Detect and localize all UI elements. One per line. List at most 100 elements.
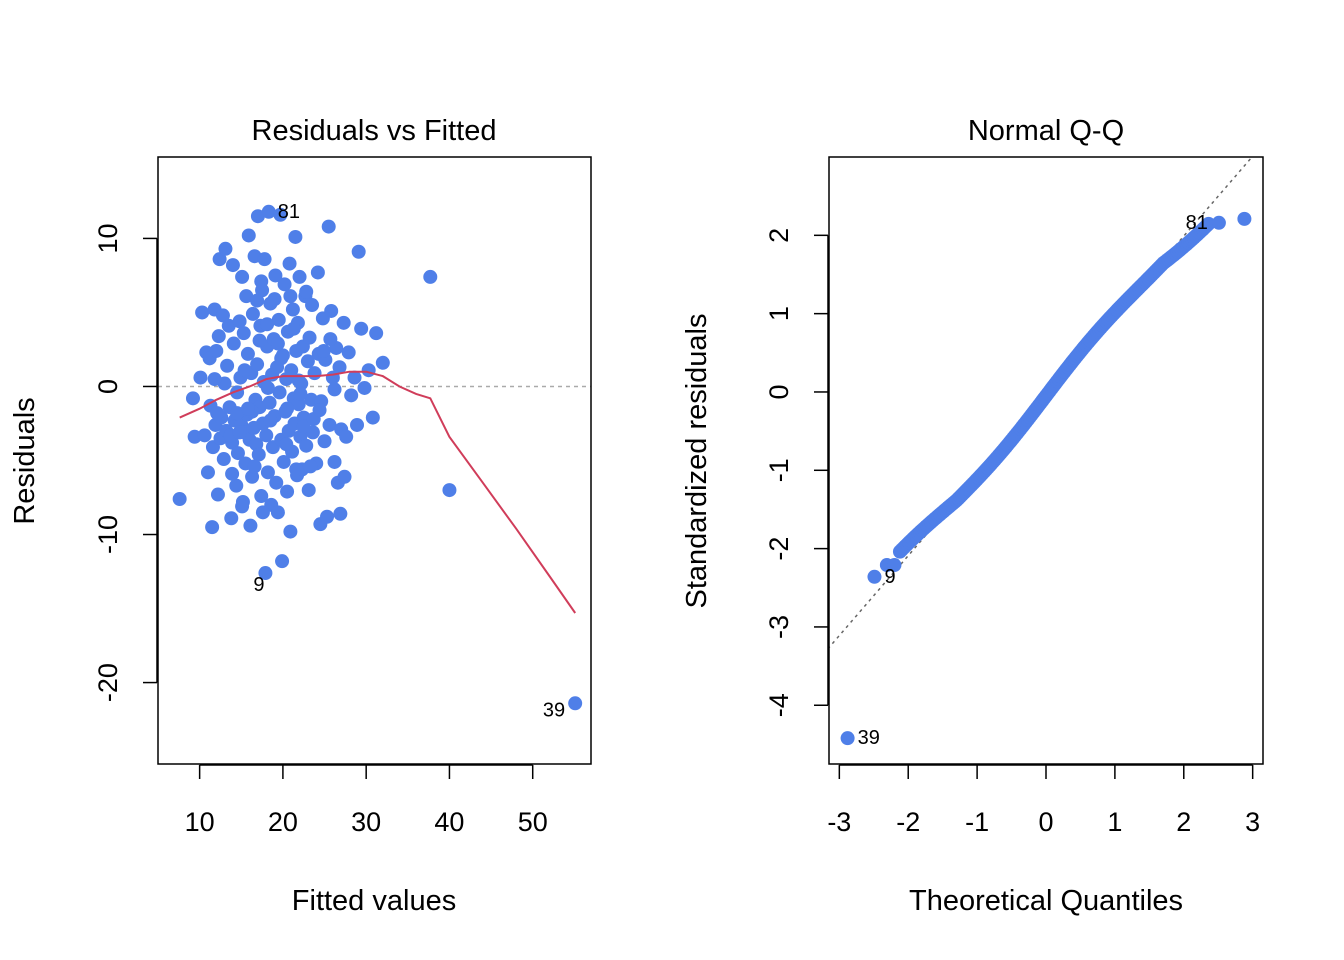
rvf-point [224,511,239,526]
rvf-point [200,465,215,480]
rvf-point [272,385,287,400]
rvf-point [350,417,365,432]
rvf-point [218,241,233,256]
qq-x-tick-label: 1 [1107,807,1122,837]
rvf-point [197,428,212,443]
qq-x-tick-label: -3 [827,807,851,837]
rvf-point [310,265,325,280]
rvf-point [299,284,314,299]
rvf-x-tick-label: 50 [518,807,548,837]
normal-qq-title: Normal Q-Q [968,115,1124,147]
rvf-point [251,447,266,462]
rvf-point [270,505,285,520]
rvf-point [301,483,316,498]
rvf-point [250,293,265,308]
rvf-point [254,489,269,504]
rvf-point [260,317,275,332]
rvf-point-label: 39 [543,699,565,721]
rvf-point [327,454,342,469]
rvf-point [225,466,240,481]
rvf-point [277,277,292,292]
rvf-point [237,363,252,378]
qq-x-tick-label: 3 [1245,807,1260,837]
rvf-point [333,506,348,521]
rvf-point [332,360,347,375]
rvf-point [259,428,274,443]
rvf-point [212,252,227,267]
rvf-point [351,244,366,259]
rvf-point [270,336,285,351]
rvf-point [225,258,240,273]
rvf-point [260,380,275,395]
rvf-point [299,438,314,453]
rvf-point [260,465,275,480]
rvf-point [269,475,284,490]
qq-point-label: 81 [1186,212,1208,234]
rvf-point [243,518,258,533]
rvf-x-tick-label: 20 [268,807,298,837]
rvf-y-tick-label: -20 [93,663,123,702]
rvf-point [245,306,260,321]
rvf-point [232,425,247,440]
rvf-point [215,308,230,323]
residuals-vs-fitted-panel: Residuals vs Fitted Fitted values Residu… [9,115,592,917]
residuals-vs-fitted-ylabel: Residuals [9,397,41,524]
rvf-point [291,397,306,412]
rvf-point [336,315,351,330]
rvf-point [254,274,269,289]
qq-x-tick-label: -2 [896,807,920,837]
rvf-x-tick-label: 10 [185,807,215,837]
rvf-point [262,395,277,410]
qq-y-tick-label: 1 [764,306,794,321]
rvf-point [216,452,231,467]
normal-qq-frame [828,156,1264,765]
rvf-point [193,370,208,385]
rvf-point [337,469,352,484]
qq-y-tick-label: -3 [764,615,794,639]
rvf-point [220,358,235,373]
rvf-point [172,491,187,506]
rvf-point [365,410,380,425]
qq-x-tick-label: 2 [1176,807,1191,837]
rvf-point-label: 81 [278,201,300,223]
rvf-point [235,269,250,284]
rvf-point [240,346,255,361]
rvf-point [221,318,236,333]
rvf-point [276,454,291,469]
rvf-point [274,351,289,366]
rvf-point [296,419,311,434]
rvf-point [347,370,362,385]
qq-point-label: 9 [884,566,895,588]
rvf-point [312,403,327,418]
rvf-point [267,292,282,307]
residuals-vs-fitted-frame [157,156,592,765]
rvf-point [280,401,295,416]
rvf-x-tick-label: 30 [351,807,381,837]
rvf-point [322,417,337,432]
qq-point [1237,211,1252,226]
rvf-point [344,388,359,403]
rvf-point [288,229,303,244]
rvf-point [423,269,438,284]
rvf-point [273,207,288,222]
qq-point [867,569,882,584]
rvf-point [303,459,318,474]
rvf-point [211,329,226,344]
rvf-point [289,462,304,477]
rvf-point [282,256,297,271]
rvf-point [375,355,390,370]
rvf-point [195,305,210,320]
rvf-point [261,204,276,219]
normal-qq-ylabel: Standardized residuals [681,313,713,608]
rvf-point [229,478,244,493]
rvf-point [250,357,265,372]
rvf-point [327,382,342,397]
rvf-point [255,505,270,520]
rvf-point-label: 9 [253,574,264,596]
rvf-point [239,289,254,304]
qq-plot-area [829,157,1253,746]
rvf-point [357,380,372,395]
qq-point [887,558,902,573]
rvf-y-tick-label: 0 [93,379,123,394]
